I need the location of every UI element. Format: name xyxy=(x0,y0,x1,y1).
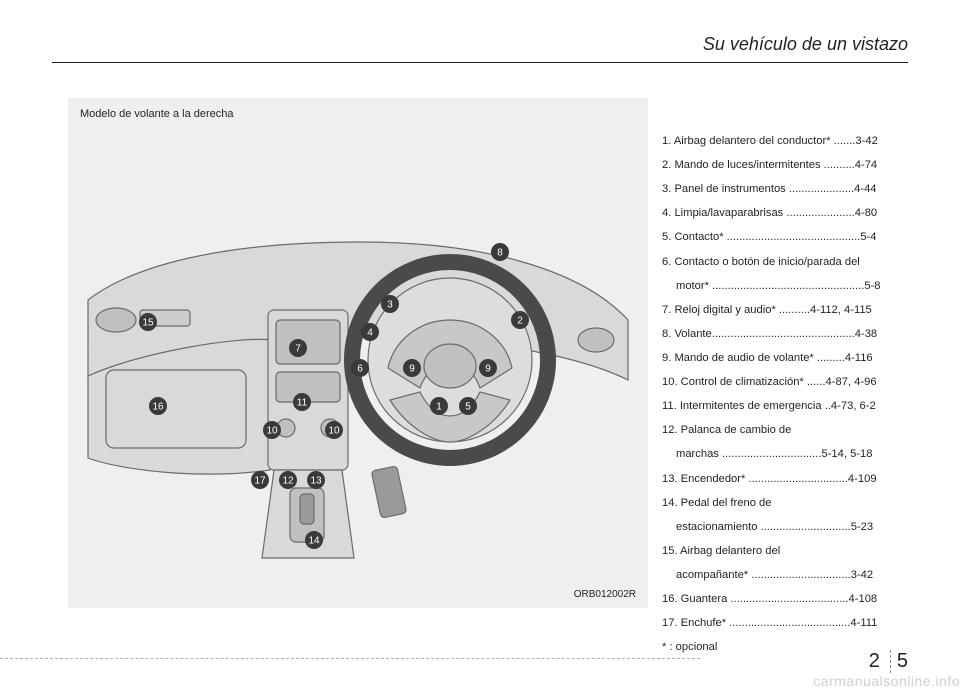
callout-number: 17 xyxy=(254,476,266,487)
callout-number: 10 xyxy=(328,426,340,437)
legend-item: 6. Contacto o botón de inicio/parada del xyxy=(662,255,908,270)
callout-number: 16 xyxy=(152,402,164,413)
figure-code: ORB012002R xyxy=(574,589,636,600)
legend-item-sub: estacionamiento ........................… xyxy=(676,520,908,535)
footer-chapter: 2 xyxy=(869,650,886,673)
callout-number: 4 xyxy=(367,328,373,339)
legend-item: 12. Palanca de cambio de xyxy=(662,423,908,438)
callout-number: 1 xyxy=(436,402,442,413)
watermark: carmanualsonline.info xyxy=(813,673,960,689)
legend-item: 15. Airbag delantero del xyxy=(662,544,908,559)
footer-dashed-line xyxy=(0,658,700,659)
callout-number: 7 xyxy=(295,344,301,355)
callout-number: 6 xyxy=(357,364,363,375)
legend-item: 4. Limpia/lavaparabrisas ...............… xyxy=(662,206,908,221)
callout-number: 10 xyxy=(266,426,278,437)
legend-item: 3. Panel de instrumentos ...............… xyxy=(662,182,908,197)
callout-number: 14 xyxy=(308,536,320,547)
legend-item: 14. Pedal del freno de xyxy=(662,496,908,511)
callout-number: 8 xyxy=(497,248,503,259)
legend-item: 8. Volante..............................… xyxy=(662,327,908,342)
page-footer: 2 5 xyxy=(869,650,908,673)
legend-item: 11. Intermitentes de emergencia ..4-73, … xyxy=(662,399,908,414)
page-root: Su vehículo de un vistazo Modelo de vola… xyxy=(0,0,960,689)
figure-box: Modelo de volante a la derecha xyxy=(68,98,648,608)
legend-item: 1. Airbag delantero del conductor* .....… xyxy=(662,134,908,149)
legend-list: 1. Airbag delantero del conductor* .....… xyxy=(662,134,908,664)
legend-item: 5. Contacto* ...........................… xyxy=(662,230,908,245)
legend-item-sub: marchas ................................… xyxy=(676,447,908,462)
legend-item-sub: acompañante* ...........................… xyxy=(676,568,908,583)
callout-number: 2 xyxy=(517,316,523,327)
legend-item: 2. Mando de luces/intermitentes ........… xyxy=(662,158,908,173)
legend-item: 16. Guantera ...........................… xyxy=(662,592,908,607)
callout-number: 12 xyxy=(282,476,294,487)
legend-item-sub: motor* .................................… xyxy=(676,279,908,294)
legend-item: 13. Encendedor* ........................… xyxy=(662,472,908,487)
callout-number: 3 xyxy=(387,300,393,311)
figure-caption: Modelo de volante a la derecha xyxy=(80,108,234,120)
callout-number: 9 xyxy=(409,364,415,375)
dashboard-diagram: 1234567899101011121314151617 xyxy=(80,170,636,560)
footer-page: 5 xyxy=(890,650,908,673)
header-rule xyxy=(52,62,908,63)
callout-number: 15 xyxy=(142,318,154,329)
legend-item: 7. Reloj digital y audio* ..........4-11… xyxy=(662,303,908,318)
legend-item: 17. Enchufe* ...........................… xyxy=(662,616,908,631)
legend-item: 10. Control de climatización* ......4-87… xyxy=(662,375,908,390)
callout-number: 9 xyxy=(485,364,491,375)
section-title: Su vehículo de un vistazo xyxy=(703,34,908,55)
callout-number: 11 xyxy=(297,398,308,409)
callout-number: 5 xyxy=(465,402,471,413)
callout-number: 13 xyxy=(310,476,322,487)
legend-item: 9. Mando de audio de volante* .........4… xyxy=(662,351,908,366)
